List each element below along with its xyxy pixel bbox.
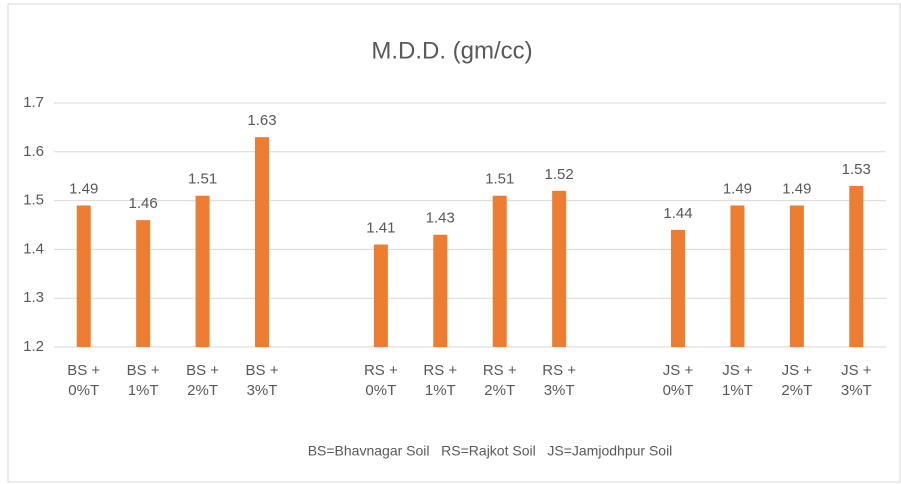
x-tick-label: RS + 2%T [482,362,517,399]
bar [136,220,151,347]
data-label: 1.51 [188,171,217,188]
x-tick-label: RS + 1%T [423,362,458,399]
data-label: 1.43 [426,210,455,227]
x-tick-label: JS + 2%T [781,362,813,399]
data-label: 1.41 [366,219,395,236]
data-label: 1.51 [485,171,514,188]
x-tick-label: BS + 1%T [126,362,160,399]
x-tick-label: BS + 3%T [245,362,279,399]
x-tick-label: RS + 3%T [542,362,577,399]
bar [492,195,507,347]
y-tick-label: 1.5 [23,192,44,209]
bar [849,185,864,347]
data-label: 1.53 [842,161,871,178]
x-tick-label-box: RS + 2%T [482,362,517,399]
x-tick-label-box: RS + 3%T [542,362,577,399]
x-tick-label: JS + 3%T [840,362,872,399]
bar [552,190,567,347]
x-tick-label-box: JS + 1%T [722,362,753,399]
y-tick-label: 1.3 [23,289,44,306]
bar [671,229,685,347]
x-tick-label-box: RS + 1%T [423,362,458,399]
x-tick-label: JS + 1%T [722,362,753,399]
x-tick-label-box: RS + 0%T [363,362,398,399]
y-tick-label: 1.6 [23,143,44,160]
bar [195,195,210,347]
data-label: 1.49 [782,180,811,197]
annotation: BS=Bhavnagar Soil RS=Rajkot Soil JS=Jamj… [308,443,673,459]
x-tick-label-box: BS + 1%T [126,362,160,399]
y-tick-label: 1.2 [23,338,44,355]
chart-frame [7,3,901,483]
bar [76,205,91,347]
x-tick-label-box: BS + 2%T [186,362,220,399]
x-tick-label-box: BS + 0%T [67,362,101,399]
data-label: 1.49 [69,180,98,197]
data-label: 1.52 [545,166,574,183]
x-tick-label: JS + 0%T [662,362,694,399]
bar [730,205,745,347]
x-tick-label: RS + 0%T [363,362,398,399]
x-tick-label-box: JS + 3%T [840,362,872,399]
bar [373,244,388,347]
x-tick-label-box: BS + 3%T [245,362,279,399]
bar [255,137,269,347]
data-label: 1.44 [663,205,692,222]
data-label: 1.49 [723,180,752,197]
data-label: 1.63 [247,112,276,129]
x-tick-label: BS + 2%T [186,362,220,399]
bar [433,234,448,347]
x-tick-label: BS + 0%T [67,362,101,399]
x-tick-label-box: JS + 2%T [781,362,813,399]
y-tick-label: 1.4 [23,240,44,257]
y-tick-label: 1.7 [23,94,44,111]
x-tick-label-box: JS + 0%T [662,362,694,399]
data-label: 1.46 [129,195,158,212]
bar [789,205,804,347]
chart-title: M.D.D. (gm/cc) [371,37,532,64]
